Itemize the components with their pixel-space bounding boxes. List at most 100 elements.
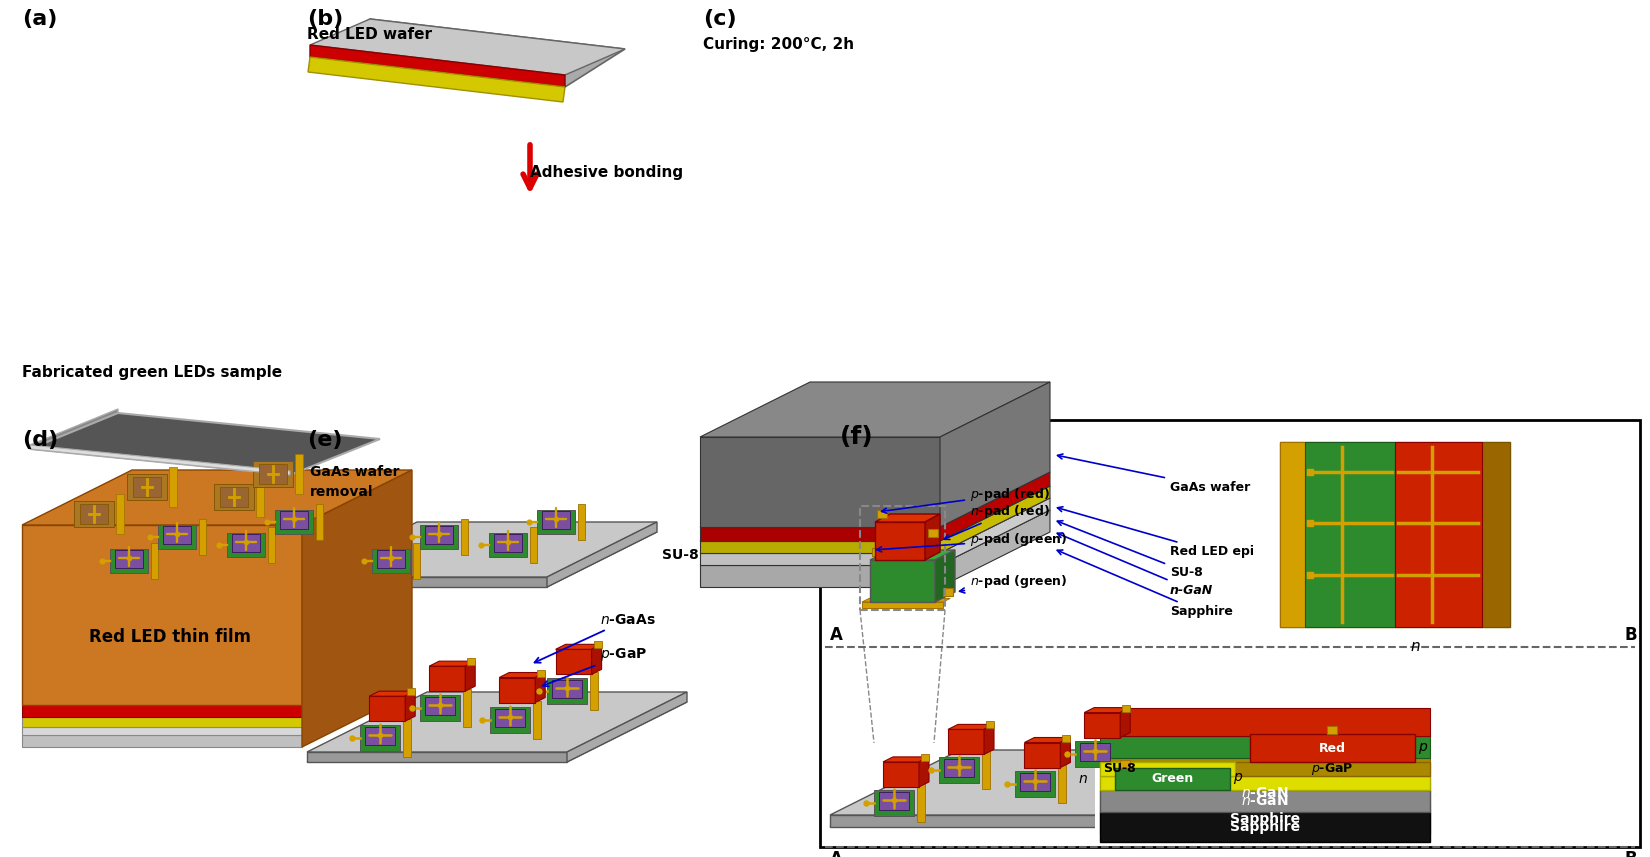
Polygon shape xyxy=(533,700,541,739)
Bar xyxy=(1101,762,1234,776)
Text: GaAs wafer: GaAs wafer xyxy=(1058,454,1251,494)
Polygon shape xyxy=(870,560,936,602)
Polygon shape xyxy=(259,464,287,484)
Bar xyxy=(1101,782,1431,804)
Bar xyxy=(1101,758,1431,770)
Text: $p$-pad (green): $p$-pad (green) xyxy=(876,531,1068,552)
Polygon shape xyxy=(1120,750,1251,827)
Polygon shape xyxy=(134,477,162,497)
Bar xyxy=(1101,812,1431,842)
Polygon shape xyxy=(74,500,114,526)
Polygon shape xyxy=(370,691,416,696)
Text: $n$-GaN: $n$-GaN xyxy=(1241,786,1289,800)
Polygon shape xyxy=(365,727,396,745)
Text: $n$-GaN: $n$-GaN xyxy=(1241,794,1289,808)
Polygon shape xyxy=(127,474,167,500)
Polygon shape xyxy=(30,413,380,475)
Text: Adhesive bonding: Adhesive bonding xyxy=(530,165,683,180)
Bar xyxy=(1101,770,1431,782)
Bar xyxy=(1327,726,1337,734)
Polygon shape xyxy=(467,658,475,665)
Polygon shape xyxy=(546,679,587,704)
Text: (d): (d) xyxy=(21,430,58,450)
Bar xyxy=(860,506,945,610)
Text: $p$-pad (red): $p$-pad (red) xyxy=(881,486,1049,513)
Polygon shape xyxy=(556,650,592,674)
Text: (e): (e) xyxy=(307,430,343,450)
Text: Red: Red xyxy=(1318,741,1345,754)
Polygon shape xyxy=(408,688,416,695)
Polygon shape xyxy=(944,588,954,596)
Text: Sapphire: Sapphire xyxy=(1229,820,1300,834)
Polygon shape xyxy=(700,553,940,565)
Polygon shape xyxy=(1482,442,1510,627)
Polygon shape xyxy=(700,382,1049,437)
Polygon shape xyxy=(1305,442,1394,627)
Bar xyxy=(1101,804,1431,834)
Polygon shape xyxy=(429,666,465,691)
Polygon shape xyxy=(403,719,411,758)
Polygon shape xyxy=(871,548,883,556)
Text: (f): (f) xyxy=(840,425,873,449)
Polygon shape xyxy=(170,467,177,507)
Polygon shape xyxy=(870,550,955,560)
Bar xyxy=(1101,776,1431,790)
Text: A: A xyxy=(830,850,843,857)
Polygon shape xyxy=(949,729,983,754)
Text: $n$-GaAs: $n$-GaAs xyxy=(535,613,655,662)
Polygon shape xyxy=(219,488,248,507)
Text: (c): (c) xyxy=(703,9,736,29)
Polygon shape xyxy=(360,725,401,751)
Polygon shape xyxy=(830,750,1251,815)
Bar xyxy=(1251,734,1416,762)
Polygon shape xyxy=(1122,704,1130,711)
Polygon shape xyxy=(883,762,919,787)
Polygon shape xyxy=(1394,442,1482,627)
Polygon shape xyxy=(1081,743,1110,761)
Polygon shape xyxy=(983,724,993,754)
Polygon shape xyxy=(1063,734,1071,741)
Polygon shape xyxy=(874,514,940,522)
Polygon shape xyxy=(879,792,909,810)
Text: Sapphire: Sapphire xyxy=(1058,550,1233,619)
Polygon shape xyxy=(700,437,940,527)
Text: B: B xyxy=(1625,626,1637,644)
Polygon shape xyxy=(1084,708,1130,713)
Polygon shape xyxy=(30,409,119,449)
Polygon shape xyxy=(307,752,568,762)
Polygon shape xyxy=(310,19,625,87)
Polygon shape xyxy=(464,689,472,727)
Polygon shape xyxy=(589,673,597,710)
Polygon shape xyxy=(940,382,1049,527)
Polygon shape xyxy=(556,644,602,650)
Text: SU-8: SU-8 xyxy=(1058,521,1203,578)
Polygon shape xyxy=(307,532,657,587)
Polygon shape xyxy=(21,727,302,735)
Polygon shape xyxy=(426,526,454,544)
Polygon shape xyxy=(285,522,394,587)
Text: Curing: 200°C, 2h: Curing: 200°C, 2h xyxy=(703,37,855,52)
Polygon shape xyxy=(874,522,926,560)
Polygon shape xyxy=(295,454,304,494)
Polygon shape xyxy=(530,527,538,563)
Polygon shape xyxy=(883,757,929,762)
Text: $p$-GaP: $p$-GaP xyxy=(1310,761,1353,777)
Bar xyxy=(1096,642,1436,842)
Polygon shape xyxy=(940,498,1049,565)
Polygon shape xyxy=(949,724,993,729)
Polygon shape xyxy=(944,759,974,777)
Polygon shape xyxy=(376,550,404,568)
Polygon shape xyxy=(302,470,412,747)
Polygon shape xyxy=(228,533,266,557)
Text: $n$-pad (green): $n$-pad (green) xyxy=(960,573,1068,593)
Polygon shape xyxy=(269,527,276,563)
Polygon shape xyxy=(921,754,929,761)
Text: SU-8: SU-8 xyxy=(1104,763,1137,776)
Polygon shape xyxy=(1119,734,1127,773)
Polygon shape xyxy=(495,709,525,727)
Polygon shape xyxy=(594,641,602,648)
Polygon shape xyxy=(495,534,521,552)
Polygon shape xyxy=(371,549,409,573)
Polygon shape xyxy=(421,695,460,721)
Polygon shape xyxy=(927,529,937,537)
